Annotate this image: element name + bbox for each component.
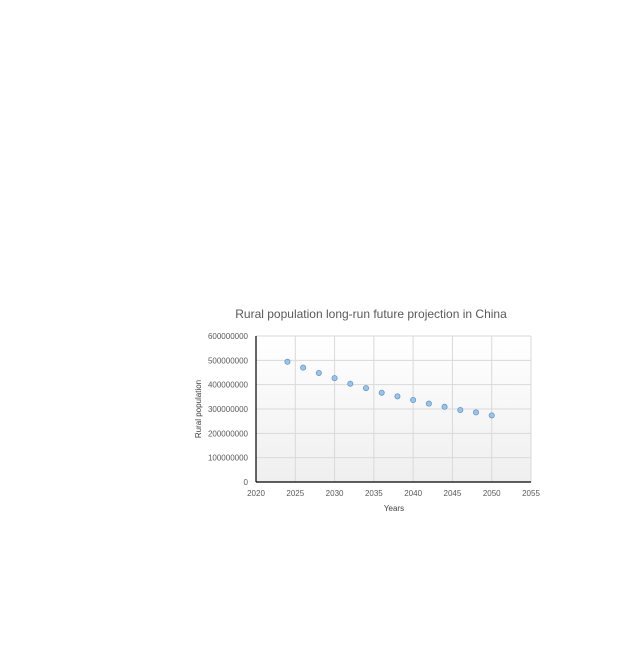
y-tick-label: 600000000 xyxy=(208,332,249,341)
y-tick-label: 200000000 xyxy=(208,429,249,438)
data-point xyxy=(425,400,432,407)
y-tick-label: 400000000 xyxy=(208,381,249,390)
data-point xyxy=(441,403,448,410)
x-tick-label: 2050 xyxy=(483,489,501,498)
data-point xyxy=(315,369,322,376)
x-tick-label: 2025 xyxy=(286,489,304,498)
chart-title: Rural population long-run future project… xyxy=(235,307,507,321)
data-point xyxy=(472,409,479,416)
data-point xyxy=(457,406,464,413)
data-point xyxy=(378,389,385,396)
tick-labels: 2020 2025 2030 2035 2040 2045 2050 2055 0 1000000… xyxy=(208,332,540,498)
x-axis-label: Years xyxy=(384,504,404,513)
x-tick-label: 2045 xyxy=(444,489,462,498)
data-point xyxy=(331,375,338,382)
y-axis-label: Rural population xyxy=(194,380,203,438)
x-tick-label: 2030 xyxy=(326,489,344,498)
x-tick-label: 2020 xyxy=(247,489,265,498)
data-point xyxy=(347,380,354,387)
data-point xyxy=(394,393,401,400)
y-tick-label: 100000000 xyxy=(208,454,249,463)
x-tick-label: 2055 xyxy=(522,489,540,498)
gridlines xyxy=(256,335,532,482)
y-tick-label: 500000000 xyxy=(208,356,249,365)
x-tick-label: 2035 xyxy=(365,489,383,498)
data-point xyxy=(410,396,417,403)
data-points xyxy=(284,358,495,419)
data-point xyxy=(284,358,291,365)
data-point xyxy=(300,364,307,371)
data-point xyxy=(362,385,369,392)
y-tick-label: 0 xyxy=(244,478,249,487)
axes xyxy=(255,336,531,483)
y-tick-label: 300000000 xyxy=(208,405,249,414)
x-tick-label: 2040 xyxy=(404,489,422,498)
data-point xyxy=(488,412,495,419)
